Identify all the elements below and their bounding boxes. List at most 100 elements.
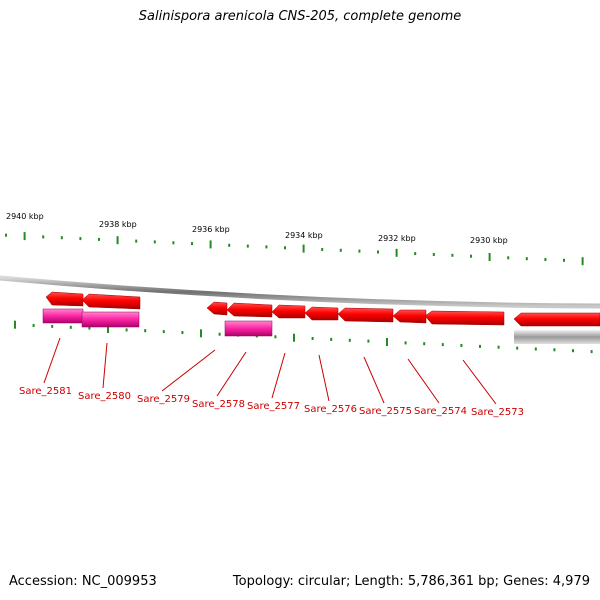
minor-tick — [330, 337, 333, 341]
scale-label: 2940 kbp — [6, 212, 44, 221]
gene-label[interactable]: Sare_2579 — [137, 394, 190, 405]
minor-tick — [311, 337, 314, 340]
minor-tick — [246, 244, 249, 248]
minor-tick — [162, 330, 165, 334]
major-tick — [488, 253, 491, 261]
minor-tick — [51, 324, 54, 328]
major-tick — [386, 338, 388, 346]
gene-arrows — [45, 291, 600, 327]
minor-tick — [191, 242, 193, 246]
scale-label: 2930 kbp — [470, 236, 508, 245]
minor-tick — [172, 241, 175, 245]
minor-tick — [432, 253, 435, 256]
minor-tick — [60, 236, 63, 240]
gene-label[interactable]: Sare_2577 — [247, 401, 300, 412]
gene-label[interactable]: Sare_2581 — [19, 386, 72, 397]
gene-label[interactable]: Sare_2574 — [414, 406, 467, 417]
minor-tick — [507, 256, 510, 260]
minor-tick — [441, 343, 444, 347]
minor-tick — [125, 328, 128, 332]
gene-labels: Sare_2581 Sare_2580 Sare_2579 Sare_2578 Sare… — [19, 386, 524, 418]
gene-arrow-sare-2581[interactable] — [45, 291, 84, 307]
gene-arrow-sare-2574[interactable] — [392, 309, 427, 324]
minor-tick — [460, 344, 463, 347]
minor-tick — [572, 349, 574, 353]
gene-arrow-sare-2573[interactable] — [424, 310, 505, 326]
minor-tick — [218, 332, 221, 336]
major-tick — [581, 257, 584, 266]
cds-bar-sare-2581[interactable] — [42, 308, 84, 324]
minor-tick — [451, 253, 454, 257]
gene-arrow-sare-2576[interactable] — [304, 306, 339, 321]
label-leader-line — [363, 356, 385, 404]
minor-tick — [274, 335, 277, 339]
label-leader-line — [102, 342, 108, 389]
gene-arrow-next[interactable] — [513, 312, 600, 327]
label-leader-lines — [43, 337, 497, 405]
gene-label[interactable]: Sare_2573 — [471, 407, 524, 418]
major-tick — [395, 248, 398, 257]
gene-arrow-sare-2578[interactable] — [226, 302, 273, 318]
minor-tick — [98, 237, 100, 241]
minor-tick — [284, 246, 286, 250]
minor-tick — [479, 344, 481, 348]
genome-backbone — [0, 275, 600, 309]
major-tick — [209, 240, 212, 249]
genome-summary-text: Topology: circular; Length: 5,786,361 bp… — [232, 574, 590, 589]
minor-tick — [470, 254, 472, 258]
minor-tick — [265, 245, 268, 249]
gene-arrow-sare-2577[interactable] — [271, 304, 306, 319]
minor-tick — [228, 243, 231, 247]
cds-bar-sare-2578[interactable] — [224, 320, 273, 337]
minor-tick — [414, 252, 417, 256]
label-leader-line — [161, 349, 216, 392]
scale-labels: 2940 kbp 2938 kbp 2936 kbp 2934 kbp 2932 kbp… — [6, 212, 508, 245]
scale-ticks-top — [5, 232, 584, 266]
scale-label: 2932 kbp — [378, 234, 416, 243]
major-tick — [107, 325, 109, 333]
minor-tick — [534, 347, 537, 351]
gene-label[interactable]: Sare_2578 — [192, 399, 245, 410]
minor-tick — [5, 233, 7, 237]
minor-tick — [348, 338, 351, 342]
major-tick — [302, 244, 305, 253]
minor-tick — [339, 248, 342, 252]
major-tick — [14, 320, 16, 329]
minor-tick — [544, 258, 547, 261]
label-leader-line — [216, 351, 247, 397]
minor-tick — [153, 240, 156, 244]
major-tick — [200, 329, 202, 338]
scale-label: 2936 kbp — [192, 225, 230, 234]
gene-label[interactable]: Sare_2580 — [78, 391, 131, 402]
minor-tick — [367, 339, 370, 343]
gene-arrow-sare-2579[interactable] — [206, 301, 228, 316]
label-leader-line — [43, 337, 61, 384]
label-leader-line — [407, 358, 440, 404]
cds-bar-sare-2580[interactable] — [81, 311, 140, 328]
minor-tick — [563, 258, 565, 262]
minor-tick — [525, 257, 528, 261]
minor-tick — [79, 237, 82, 241]
gray-feature-bar — [514, 330, 600, 344]
label-leader-line — [271, 352, 286, 399]
minor-tick — [516, 346, 519, 350]
minor-tick — [321, 248, 324, 251]
map-title: Salinispora arenicola CNS-205, complete … — [138, 9, 462, 24]
minor-tick — [32, 324, 35, 327]
minor-tick — [88, 326, 91, 330]
minor-tick — [497, 345, 500, 349]
cds-bars — [42, 308, 273, 337]
gene-arrow-sare-2575[interactable] — [337, 307, 394, 323]
major-tick — [293, 333, 295, 342]
gene-arrow-sare-2580[interactable] — [81, 293, 141, 310]
scale-label: 2938 kbp — [99, 220, 137, 229]
minor-tick — [423, 342, 426, 346]
minor-tick — [69, 325, 72, 329]
minor-tick — [377, 250, 379, 254]
label-leader-line — [462, 359, 497, 405]
gene-label[interactable]: Sare_2575 — [359, 406, 412, 417]
major-tick — [23, 232, 26, 241]
gene-label[interactable]: Sare_2576 — [304, 404, 357, 415]
minor-tick — [553, 348, 556, 352]
accession-text: Accession: NC_009953 — [9, 574, 157, 589]
